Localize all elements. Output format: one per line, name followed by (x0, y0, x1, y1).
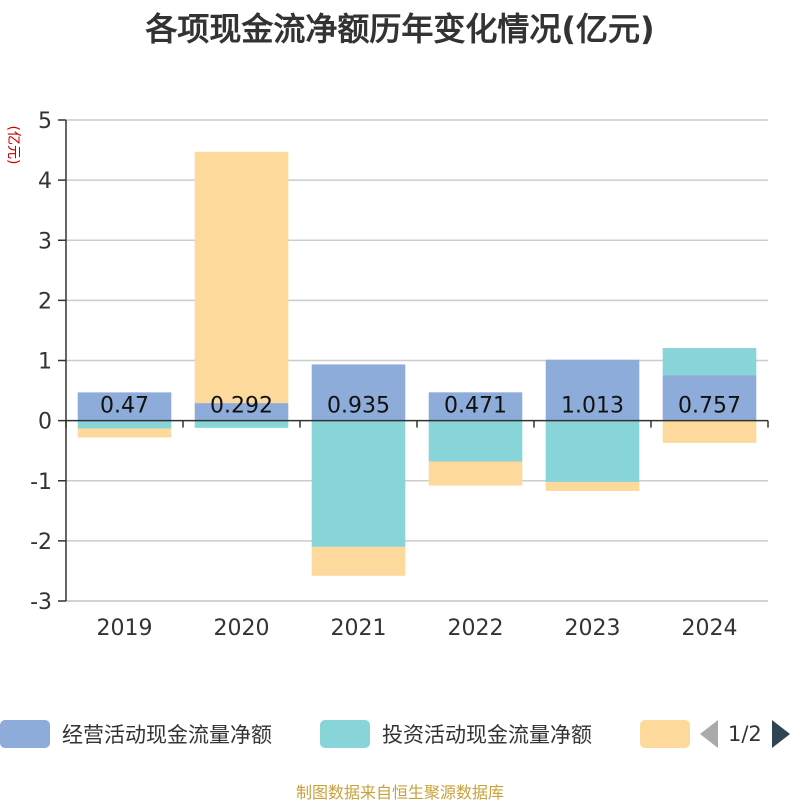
prev-page-icon[interactable] (700, 720, 718, 748)
gridlines (66, 119, 768, 602)
data-label: 0.47 (100, 394, 149, 419)
data-label: 0.935 (327, 394, 390, 419)
bar-series2-2022 (428, 420, 523, 462)
bar-series2-2019 (77, 420, 172, 429)
data-labels: 0.47 0.292 0.935 0.471 1.013 0.757 (100, 394, 741, 419)
y-tick-label: 5 (38, 109, 52, 134)
y-tick-label: -1 (30, 470, 52, 495)
bar-series1-2020 (194, 403, 289, 421)
legend-swatch (320, 720, 370, 748)
data-label: 1.013 (561, 394, 624, 419)
bar-series1-2022 (428, 392, 523, 421)
data-label: 0.292 (210, 394, 273, 419)
y-tick-label: 0 (38, 410, 52, 435)
bar-series1-2019 (77, 392, 172, 421)
bar-series2-2021 (311, 420, 406, 547)
legend-item-2[interactable]: 投资活动现金流量净额 (320, 716, 592, 752)
legend-swatch (0, 720, 50, 748)
next-page-icon[interactable] (771, 720, 790, 748)
bar-series1-2023 (545, 359, 640, 421)
bar-series3-2019 (77, 428, 172, 438)
bar-series3-2021 (311, 546, 406, 576)
x-tick-label: 2020 (214, 616, 270, 641)
y-axis-label: (亿元) (5, 126, 21, 165)
x-tick-label: 2024 (682, 616, 738, 641)
x-tick-label: 2019 (97, 616, 153, 641)
legend-pager: 1/2 (700, 716, 790, 752)
axes: 5 4 3 2 1 0 -1 -2 -3 2019 2020 2021 2022 2023 2024 (30, 109, 769, 641)
x-tick-label: 2021 (331, 616, 387, 641)
bars (77, 151, 757, 576)
legend-swatch (640, 720, 690, 748)
y-tick-label: 3 (38, 229, 52, 254)
x-tick-label: 2023 (565, 616, 621, 641)
bar-series2-2023 (545, 420, 640, 482)
bar-series3-2024 (662, 420, 757, 443)
legend: 经营活动现金流量净额 投资活动现金流量净额 (0, 716, 800, 756)
legend-item-1[interactable]: 经营活动现金流量净额 (0, 716, 272, 752)
bar-series1-2021 (311, 364, 406, 421)
source-note: 制图数据来自恒生聚源数据库 (295, 783, 504, 802)
legend-item-3[interactable] (640, 716, 690, 752)
bar-series2-2020 (194, 420, 289, 428)
y-tick-label: 4 (38, 169, 52, 194)
y-tick-label: 2 (38, 289, 52, 314)
bar-series3-2020 (194, 151, 289, 404)
data-label: 0.471 (444, 394, 507, 419)
bar-series3-2022 (428, 461, 523, 486)
bar-series3-2023 (545, 481, 640, 491)
legend-page-indicator: 1/2 (728, 722, 762, 746)
legend-label: 投资活动现金流量净额 (382, 723, 592, 747)
chart-title: 各项现金流净额历年变化情况(亿元) (145, 10, 655, 48)
y-tick-label: -3 (30, 590, 52, 615)
bar-series2-2024 (662, 348, 757, 376)
stacked-bar-chart: 5 4 3 2 1 0 -1 -2 -3 2019 2020 2021 2022 2023 2024 0.4… (5, 109, 769, 641)
bar-series1-2024 (662, 375, 757, 421)
y-tick-label: -2 (30, 530, 52, 555)
x-tick-label: 2022 (448, 616, 504, 641)
data-label: 0.757 (678, 394, 741, 419)
legend-label: 经营活动现金流量净额 (62, 723, 272, 747)
y-tick-label: 1 (38, 350, 52, 375)
